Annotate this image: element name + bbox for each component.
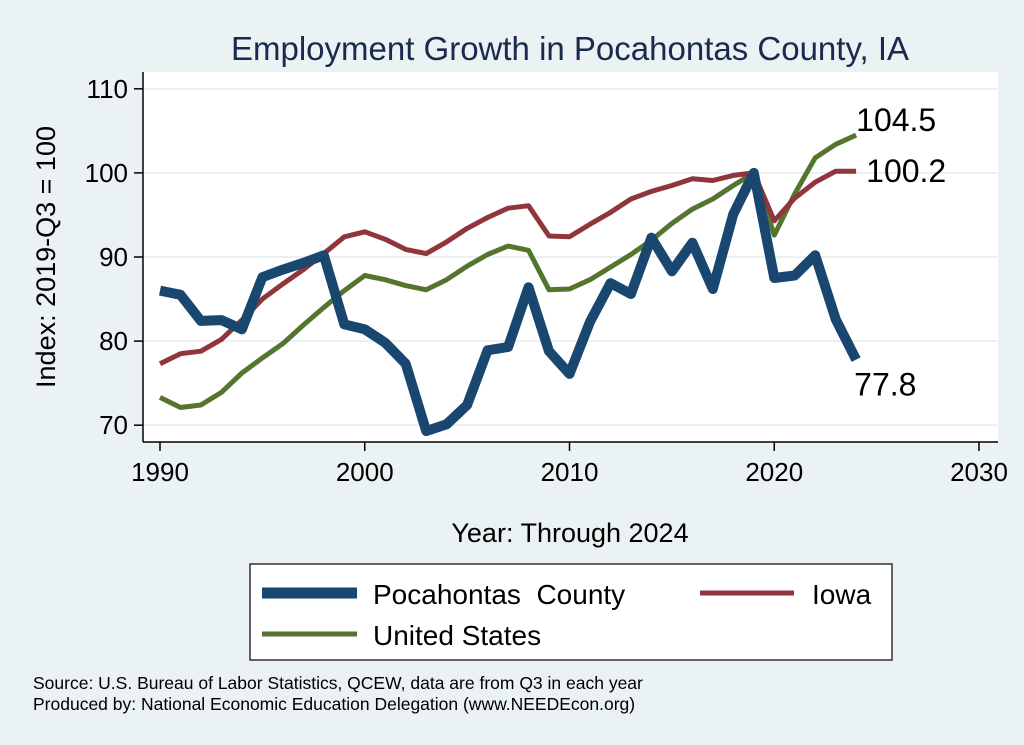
- x-tick-label: 2010: [541, 457, 599, 487]
- end-labels: 77.8 100.2 104.5: [854, 102, 946, 403]
- legend-label-iowa: Iowa: [812, 579, 872, 610]
- x-axis-label: Year: Through 2024: [451, 518, 688, 548]
- legend-box: [249, 563, 893, 661]
- series-line-iowa: [158, 168, 857, 367]
- y-axis-label: Index: 2019-Q3 = 100: [31, 126, 61, 388]
- end-value-label: 77.8: [854, 367, 916, 403]
- y-tick-label: 70: [99, 410, 128, 440]
- end-value-label: 104.5: [856, 102, 936, 138]
- legend: Pocahontas County Iowa United States: [249, 563, 893, 661]
- series: [158, 132, 861, 437]
- y-tick-label: 90: [99, 242, 128, 272]
- legend-label-pocahontas: Pocahontas County: [373, 579, 625, 610]
- series-line-pocahontas-county: [158, 167, 861, 437]
- legend-label-united-states: United States: [373, 620, 541, 651]
- end-value-label: 100.2: [866, 153, 946, 189]
- x-tick-label: 2030: [950, 457, 1008, 487]
- y-tick-label: 100: [85, 158, 128, 188]
- y-tick-label: 110: [87, 74, 128, 104]
- y-tick-label: 80: [99, 326, 128, 356]
- chart-title: Employment Growth in Pocahontas County, …: [231, 30, 909, 67]
- producer-note: Produced by: National Economic Education…: [33, 694, 635, 714]
- source-note: Source: U.S. Bureau of Labor Statistics,…: [33, 673, 643, 693]
- x-tick-label: 2020: [745, 457, 803, 487]
- ticks: 70 80 90 100 110 1990 2000 2010 2020 2030: [85, 74, 1008, 487]
- series-line-united-states: [158, 132, 858, 410]
- x-tick-label: 1990: [131, 457, 189, 487]
- x-tick-label: 2000: [336, 457, 394, 487]
